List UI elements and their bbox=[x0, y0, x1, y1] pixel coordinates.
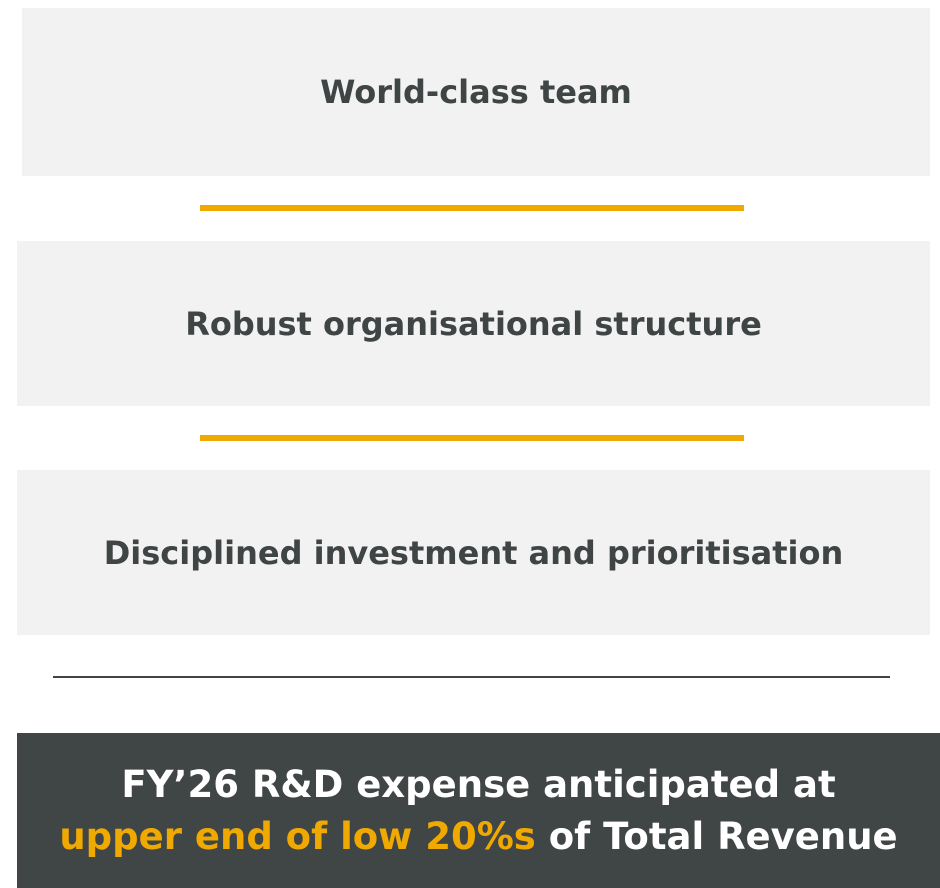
callout-part: of Total Revenue bbox=[535, 814, 898, 858]
item-box: Disciplined investment and prioritisatio… bbox=[17, 470, 930, 635]
item-box: World-class team bbox=[22, 8, 930, 176]
item-text: World-class team bbox=[320, 73, 632, 111]
highlight-text: upper end of low 20%s bbox=[59, 814, 536, 858]
callout-text: FY’26 R&D expense anticipated at upper e… bbox=[57, 759, 900, 863]
divider bbox=[53, 676, 890, 678]
item-text: Disciplined investment and prioritisatio… bbox=[103, 533, 844, 572]
callout: FY’26 R&D expense anticipated at upper e… bbox=[17, 733, 940, 888]
callout-part: FY’26 R&D expense anticipated at bbox=[121, 762, 836, 806]
item-text: Robust organisational structure bbox=[185, 304, 762, 343]
separator bbox=[200, 205, 744, 211]
separator bbox=[200, 435, 744, 441]
item-box: Robust organisational structure bbox=[17, 241, 930, 406]
